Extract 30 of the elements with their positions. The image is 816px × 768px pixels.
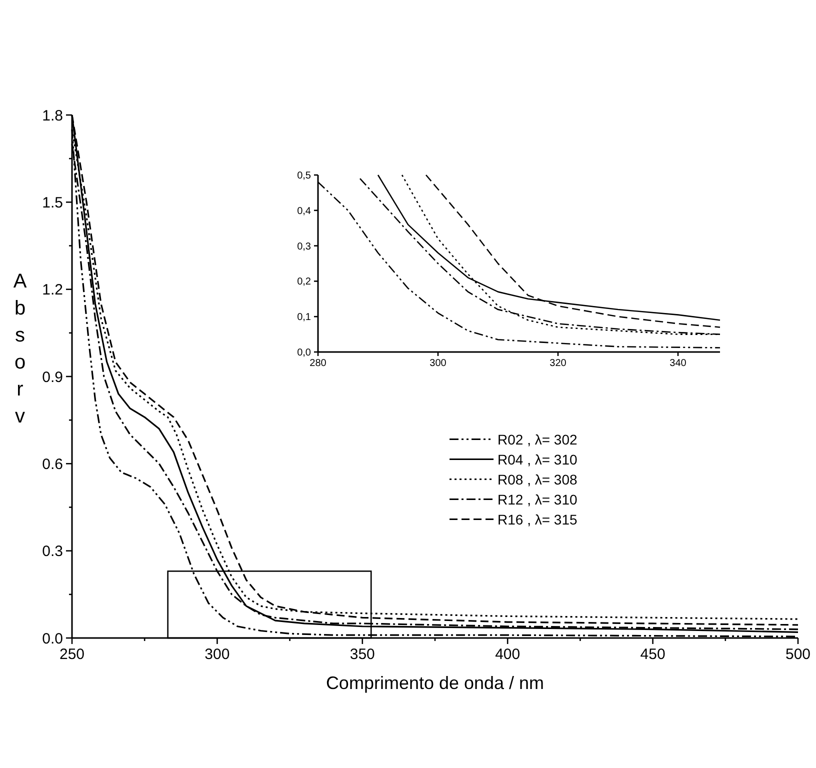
x-tick-label: 450	[640, 646, 666, 663]
legend-label: R16 , λ= 315	[498, 511, 578, 528]
x-tick-label: 300	[204, 646, 230, 663]
x-tick-label: 350	[350, 646, 375, 663]
x-tick-label: 340	[670, 358, 687, 369]
y-tick-label: 0.9	[42, 368, 63, 386]
y-tick-label: 0,4	[297, 206, 312, 217]
legend-label: R02 , λ= 302	[498, 431, 578, 448]
legend-label: R04 , λ= 310	[498, 451, 578, 468]
y-tick-label: 1.2	[42, 282, 63, 299]
y-tick-label: 0,0	[297, 348, 312, 358]
y-axis-title: Absorv	[13, 270, 28, 428]
y-tick-label: 0,1	[297, 312, 312, 324]
y-tick-label: 0,5	[297, 170, 312, 182]
x-tick-label: 400	[495, 646, 520, 663]
y-tick-label: 0.3	[42, 543, 63, 560]
legend-label: R08 , λ= 308	[498, 471, 578, 488]
x-tick-label: 280	[310, 358, 327, 369]
y-tick-label: 0,2	[297, 276, 312, 288]
legend-label: R12 , λ= 310	[498, 491, 578, 508]
x-axis-title: Comprimento de onda / nm	[326, 673, 544, 693]
x-tick-label: 300	[430, 358, 447, 369]
x-tick-label: 500	[785, 646, 811, 663]
y-tick-label: 0.6	[42, 456, 63, 473]
y-tick-label: 1.8	[42, 107, 63, 124]
y-tick-label: 1.5	[42, 194, 63, 212]
y-tick-label: 0,3	[297, 241, 312, 252]
x-tick-label: 320	[550, 358, 567, 369]
y-tick-label: 0.0	[42, 630, 63, 648]
x-tick-label: 250	[59, 646, 85, 663]
